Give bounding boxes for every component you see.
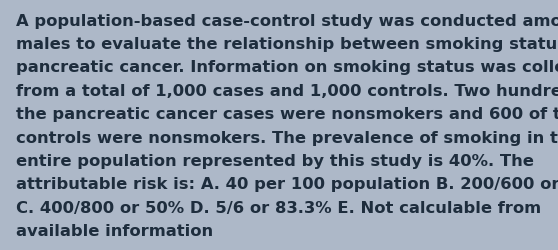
Text: controls were nonsmokers. The prevalence of smoking in the: controls were nonsmokers. The prevalence…	[16, 130, 558, 145]
Text: pancreatic cancer. Information on smoking status was collected: pancreatic cancer. Information on smokin…	[16, 60, 558, 75]
Text: from a total of 1,000 cases and 1,000 controls. Two hundred of: from a total of 1,000 cases and 1,000 co…	[16, 84, 558, 98]
Text: entire population represented by this study is 40%. The: entire population represented by this st…	[16, 153, 533, 168]
Text: the pancreatic cancer cases were nonsmokers and 600 of the: the pancreatic cancer cases were nonsmok…	[16, 107, 558, 122]
Text: available information: available information	[16, 223, 213, 238]
Text: attributable risk is: A. 40 per 100 population B. 200/600 or 33%: attributable risk is: A. 40 per 100 popu…	[16, 176, 558, 192]
Text: males to evaluate the relationship between smoking status and: males to evaluate the relationship betwe…	[16, 37, 558, 52]
Text: A population-based case-control study was conducted among: A population-based case-control study wa…	[16, 14, 558, 29]
Text: C. 400/800 or 50% D. 5/6 or 83.3% E. Not calculable from: C. 400/800 or 50% D. 5/6 or 83.3% E. Not…	[16, 200, 541, 215]
